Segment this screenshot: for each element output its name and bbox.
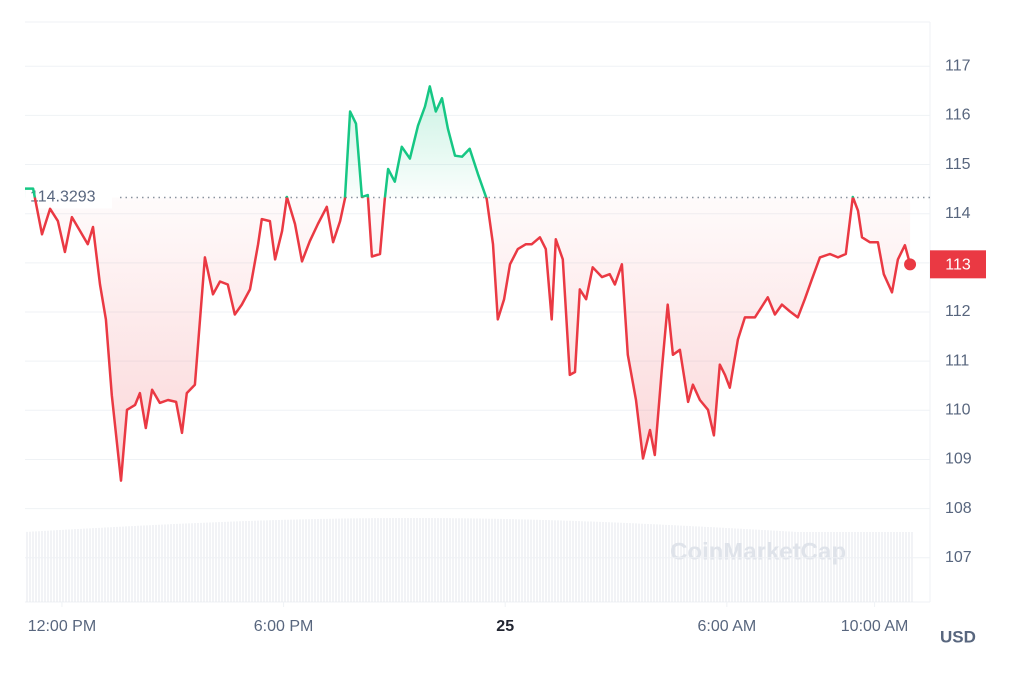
price-badge-label: 113 xyxy=(945,257,971,274)
y-tick-label: 114 xyxy=(945,205,971,222)
x-tick-label: 6:00 AM xyxy=(697,618,756,635)
x-tick-label: 10:00 AM xyxy=(841,618,909,635)
y-tick-label: 116 xyxy=(945,107,971,124)
y-tick-label: 115 xyxy=(945,156,971,173)
baseline-label-bg xyxy=(26,186,112,209)
volume-texture xyxy=(26,518,913,602)
x-tick-label: 25 xyxy=(496,618,514,635)
y-tick-label: 108 xyxy=(945,500,972,517)
y-tick-label: 109 xyxy=(945,451,972,468)
x-tick-label: 12:00 PM xyxy=(28,618,96,635)
currency-label: USD xyxy=(940,627,976,646)
y-tick-label: 111 xyxy=(945,352,969,369)
x-tick-label: 6:00 PM xyxy=(254,618,314,635)
price-badge xyxy=(930,250,986,279)
last-point xyxy=(904,258,917,271)
y-tick-label: 107 xyxy=(945,549,972,566)
watermark: CoinMarketCap xyxy=(670,538,846,565)
baseline-label: 114.3293 xyxy=(30,189,96,206)
y-tick-label: 110 xyxy=(945,402,971,419)
area-fill xyxy=(25,86,911,481)
y-tick-label: 112 xyxy=(945,303,971,320)
y-tick-label: 117 xyxy=(945,57,971,74)
price-line xyxy=(25,85,912,482)
